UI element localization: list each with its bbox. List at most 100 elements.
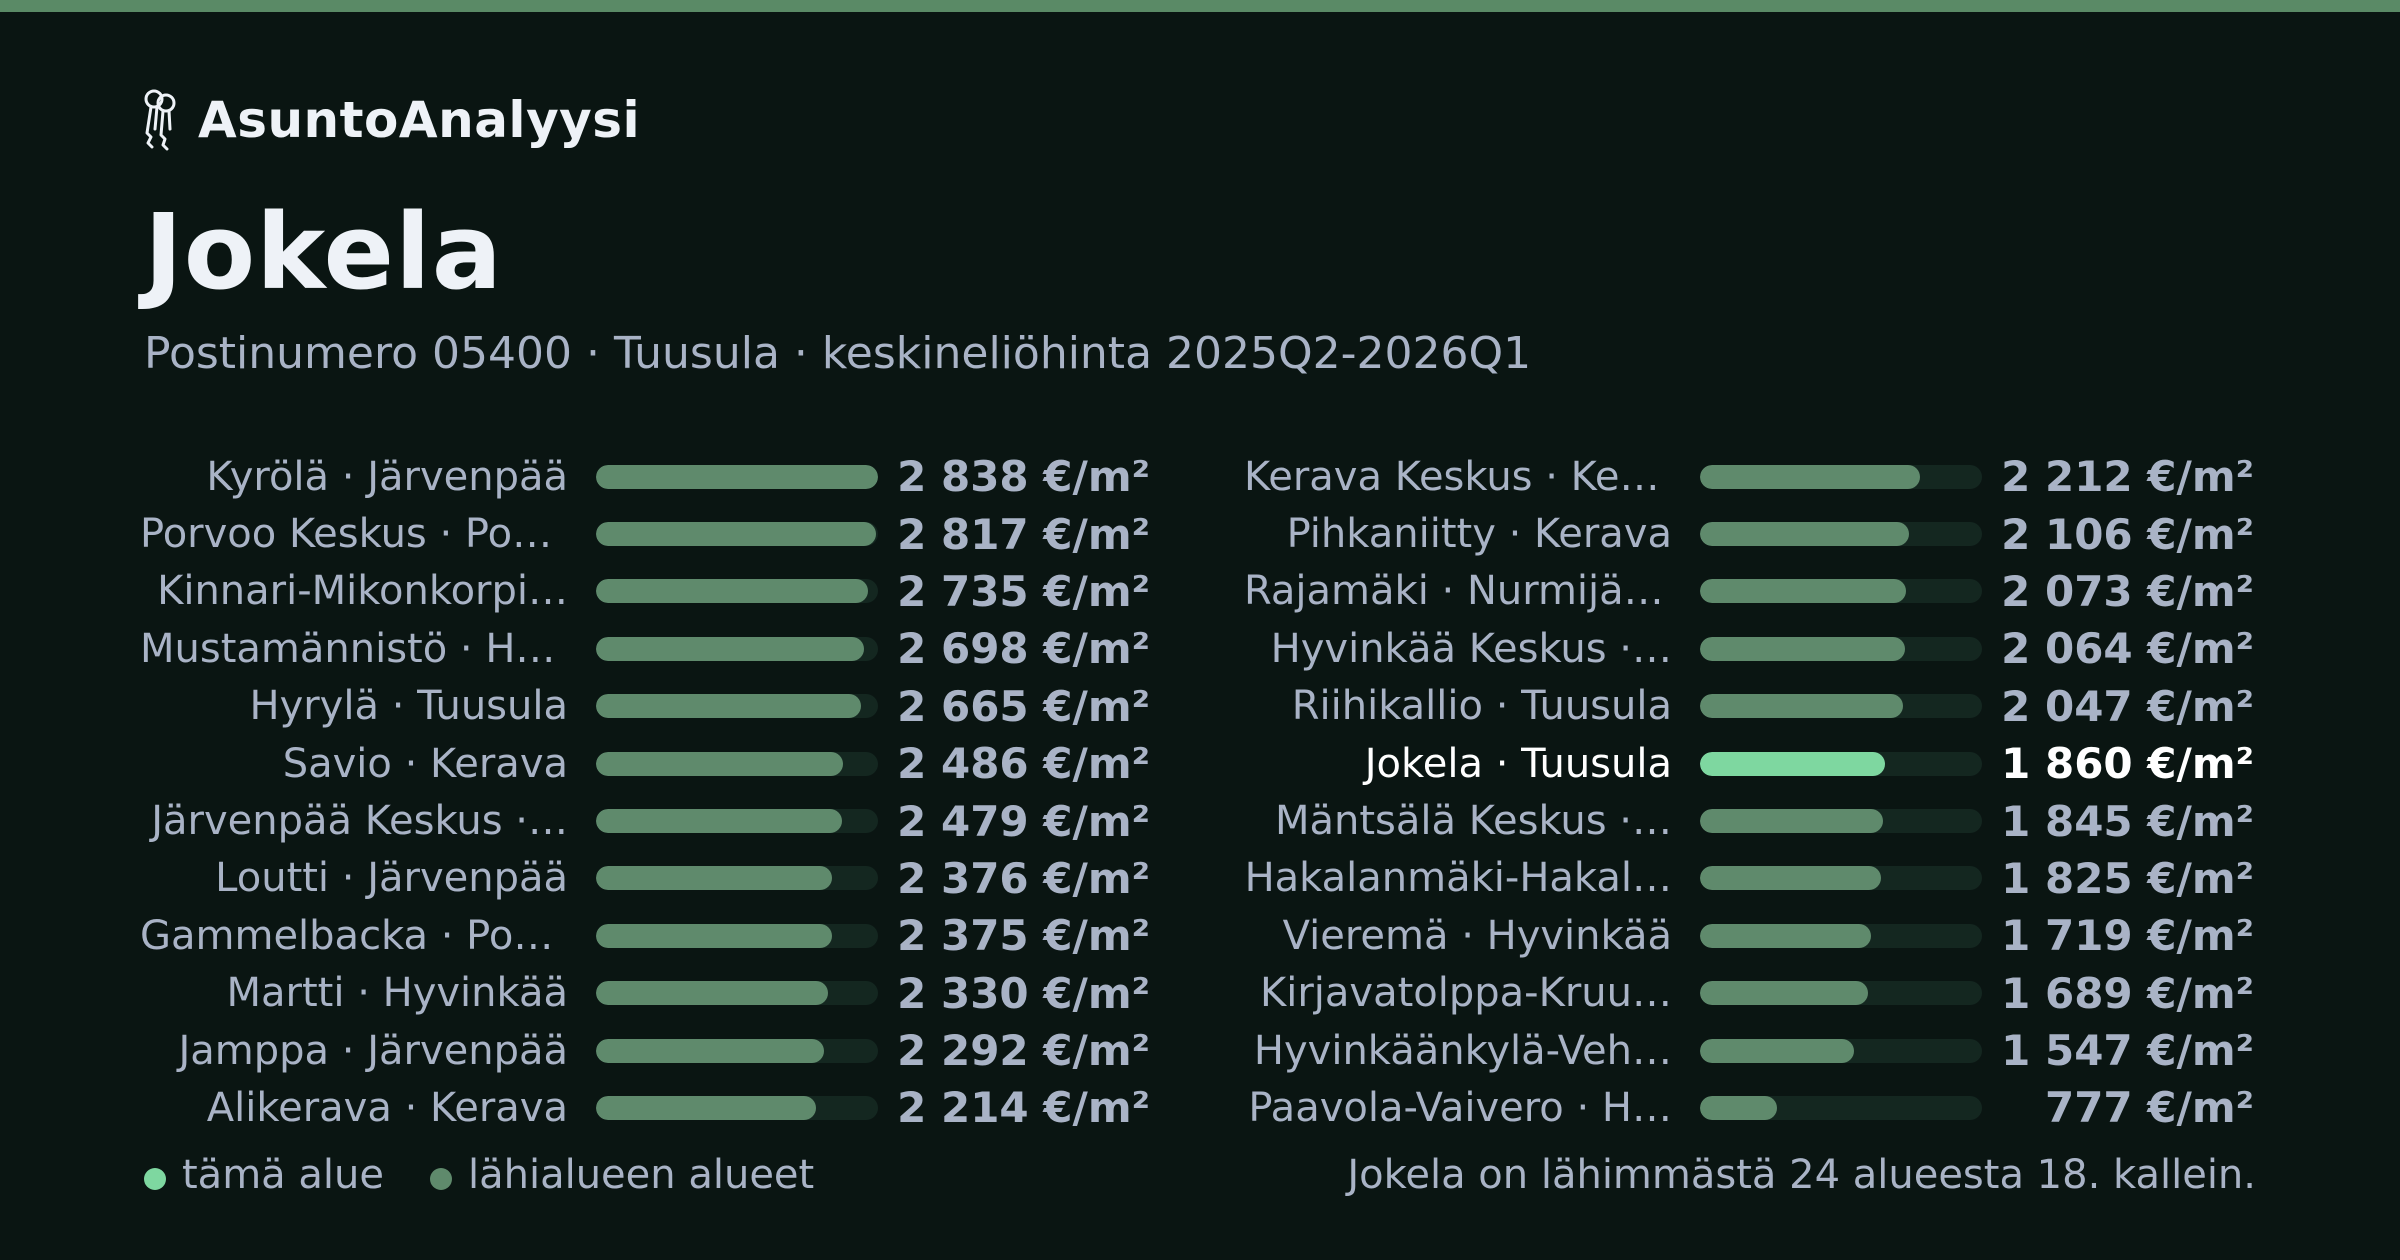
legend-dot-this-area — [144, 1168, 166, 1190]
legend: tämä alue lähialueen alueet — [144, 1152, 860, 1198]
bar-row: Hakalanmäki-Hakal… 1 825 €/m² — [1244, 850, 2254, 907]
bar-track — [1700, 636, 1982, 661]
bar-row: Hyvinkäänkylä-Veh… 1 547 €/m² — [1244, 1022, 2254, 1079]
bar-label: Savio · Kerava — [282, 740, 568, 787]
bar — [596, 1095, 816, 1120]
bar-label: Loutti · Järvenpää — [215, 855, 568, 902]
bar-row: Jamppa · Järvenpää 2 292 €/m² — [140, 1022, 1150, 1079]
bar-label: Järvenpää Keskus ·… — [151, 798, 568, 845]
bar — [596, 981, 828, 1006]
bar-label: Porvoo Keskus · Por… — [140, 511, 568, 558]
bar-track — [1700, 923, 1982, 948]
bar-value-label: 2 212 €/m² — [2001, 452, 2254, 502]
bar-label: Hyvinkäänkylä-Veh… — [1253, 1027, 1672, 1074]
bar-track — [1700, 1095, 1982, 1120]
bar-row: Järvenpää Keskus ·… 2 479 €/m² — [140, 792, 1150, 849]
bar-track — [596, 751, 878, 776]
brand: AsuntoAnalyysi — [140, 88, 640, 152]
bar-value-label: 2 064 €/m² — [2001, 624, 2254, 674]
page-subtitle: Postinumero 05400 · Tuusula · keskineliö… — [144, 328, 1532, 379]
bar-track — [1700, 809, 1982, 834]
legend-item-this-area: tämä alue — [144, 1152, 384, 1198]
bar — [596, 522, 876, 547]
bar-value-label: 2 375 €/m² — [897, 911, 1150, 961]
bar-row: Gammelbacka · Por… 2 375 €/m² — [140, 907, 1150, 964]
bar-label: Rajamäki · Nurmijärvi — [1244, 568, 1672, 615]
bar — [1700, 464, 1920, 489]
bar-row: Loutti · Järvenpää 2 376 €/m² — [140, 850, 1150, 907]
bar-value-label: 1 825 €/m² — [2001, 853, 2254, 903]
bar — [596, 579, 868, 604]
bar-row: Savio · Kerava 2 486 €/m² — [140, 735, 1150, 792]
bar — [596, 866, 833, 891]
bar-label: Jokela · Tuusula — [1364, 740, 1672, 787]
brand-name: AsuntoAnalyysi — [198, 91, 641, 149]
bar-value-label: 1 845 €/m² — [2001, 796, 2254, 846]
bar-row: Mustamännistö · Hy… 2 698 €/m² — [140, 620, 1150, 677]
bar-value-label: 2 047 €/m² — [2001, 681, 2254, 731]
bar — [1700, 1095, 1778, 1120]
bar-value-label: 2 486 €/m² — [897, 739, 1150, 789]
bar-row: Kinnari-Mikonkorpi… 2 735 €/m² — [140, 563, 1150, 620]
bar-track — [1700, 694, 1982, 719]
bar-row: Rajamäki · Nurmijärvi 2 073 €/m² — [1244, 563, 2254, 620]
bar — [596, 923, 832, 948]
bar-label: Alikerava · Kerava — [206, 1084, 568, 1131]
bar-value-label: 2 735 €/m² — [897, 566, 1150, 616]
top-accent-bar — [0, 0, 2400, 12]
bar-row: Mäntsälä Keskus ·… 1 845 €/m² — [1244, 792, 2254, 849]
bar-label: Paavola-Vaivero · H… — [1248, 1084, 1672, 1131]
bar-value-label: 2 838 €/m² — [897, 452, 1150, 502]
bar-value-label: 2 817 €/m² — [897, 509, 1150, 559]
bar-row: Riihikallio · Tuusula 2 047 €/m² — [1244, 678, 2254, 735]
bar-value-label: 2 214 €/m² — [897, 1083, 1150, 1133]
bar-row: Jokela · Tuusula 1 860 €/m² — [1244, 735, 2254, 792]
bar-value-label: 2 479 €/m² — [897, 796, 1150, 846]
bar-track — [596, 522, 878, 547]
bar — [596, 1038, 824, 1063]
legend-label-nearby: lähialueen alueet — [467, 1152, 815, 1198]
bar — [1700, 579, 1906, 604]
bar-track — [596, 636, 878, 661]
bar-value-label: 2 106 €/m² — [2001, 509, 2254, 559]
bar-track — [596, 981, 878, 1006]
legend-label-this-area: tämä alue — [182, 1152, 384, 1198]
bar-label: Vieremä · Hyvinkää — [1282, 912, 1672, 959]
bar-label: Mustamännistö · Hy… — [140, 625, 568, 672]
bar-label: Jamppa · Järvenpää — [178, 1027, 568, 1074]
bar-label: Kerava Keskus · Ker… — [1244, 453, 1672, 500]
chart-column-left: Kyrölä · Järvenpää 2 838 €/m² Porvoo Kesku… — [140, 448, 1150, 1137]
bar-track — [1700, 981, 1982, 1006]
bar — [1700, 751, 1885, 776]
bar-track — [596, 866, 878, 891]
bar-row: Martti · Hyvinkää 2 330 €/m² — [140, 965, 1150, 1022]
bar-value-label: 2 330 €/m² — [897, 968, 1150, 1018]
page-title: Jokela — [144, 191, 503, 313]
bar-track — [596, 1095, 878, 1120]
bar-track — [1700, 464, 1982, 489]
bar — [1700, 981, 1868, 1006]
bar-row: Pihkaniitty · Kerava 2 106 €/m² — [1244, 505, 2254, 562]
bar — [1700, 923, 1871, 948]
bar-track — [596, 464, 878, 489]
bar — [1700, 1038, 1854, 1063]
bar — [596, 751, 844, 776]
bar-value-label: 2 376 €/m² — [897, 853, 1150, 903]
bar-track — [596, 1038, 878, 1063]
bar-value-label: 1 689 €/m² — [2001, 968, 2254, 1018]
bar-label: Martti · Hyvinkää — [226, 970, 568, 1017]
bar-row: Hyrylä · Tuusula 2 665 €/m² — [140, 678, 1150, 735]
bar — [596, 809, 843, 834]
bar-label: Mäntsälä Keskus ·… — [1275, 798, 1672, 845]
bar-label: Pihkaniitty · Kerava — [1286, 511, 1672, 558]
bar-label: Kirjavatolppa-Kruu… — [1260, 970, 1672, 1017]
bar-track — [1700, 522, 1982, 547]
bar-track — [1700, 579, 1982, 604]
bar-track — [596, 809, 878, 834]
bar-track — [1700, 866, 1982, 891]
bar-value-label: 2 073 €/m² — [2001, 566, 2254, 616]
bar — [1700, 636, 1906, 661]
bar-track — [596, 923, 878, 948]
chart-column-right: Kerava Keskus · Ker… 2 212 €/m² Pihkaniitt… — [1244, 448, 2254, 1137]
keys-icon — [144, 89, 176, 151]
